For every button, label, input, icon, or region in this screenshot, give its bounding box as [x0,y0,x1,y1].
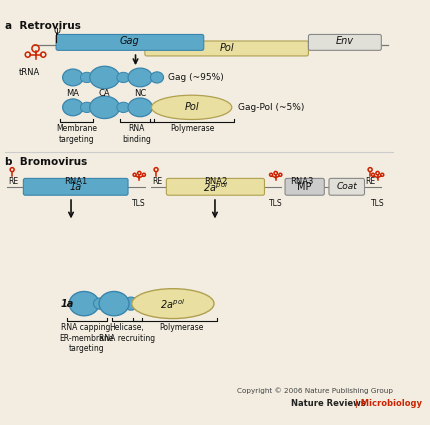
Text: RE: RE [9,176,18,186]
Text: Copyright © 2006 Nature Publishing Group: Copyright © 2006 Nature Publishing Group [237,388,393,394]
Ellipse shape [128,98,152,117]
Text: a  Retrovirus: a Retrovirus [5,21,80,31]
Text: NC: NC [134,89,146,98]
Ellipse shape [69,292,99,316]
Text: 2$a^{pol}$: 2$a^{pol}$ [160,297,185,311]
Text: Coat: Coat [336,182,357,191]
Text: RNA2: RNA2 [204,176,227,186]
Text: 1a: 1a [61,299,74,309]
Text: Helicase,
RNA recruiting: Helicase, RNA recruiting [99,323,155,343]
Ellipse shape [150,72,163,83]
Text: Pol: Pol [219,43,234,54]
Text: 1a: 1a [70,182,82,192]
FancyBboxPatch shape [166,178,264,195]
Text: Membrane
targeting: Membrane targeting [56,124,97,144]
Text: Gag (~95%): Gag (~95%) [168,73,224,82]
Text: Pol: Pol [184,102,199,112]
Ellipse shape [63,69,83,86]
Ellipse shape [90,96,120,119]
Text: RE: RE [366,176,375,186]
Ellipse shape [63,99,83,116]
Ellipse shape [90,66,120,89]
Ellipse shape [117,72,130,82]
Text: MP: MP [298,182,312,192]
Text: Gag-Pol (~5%): Gag-Pol (~5%) [238,103,305,112]
Text: tRNA: tRNA [18,68,40,77]
FancyBboxPatch shape [308,34,381,50]
Text: Gag: Gag [120,37,140,46]
Ellipse shape [80,72,93,82]
Text: b  Bromovirus: b Bromovirus [5,157,87,167]
Text: RE: RE [152,176,163,186]
Text: Ψ: Ψ [53,28,60,37]
Ellipse shape [123,297,138,310]
FancyBboxPatch shape [23,178,128,195]
Ellipse shape [151,95,232,119]
Text: Nature Reviews: Nature Reviews [291,399,366,408]
Text: RNA3: RNA3 [290,176,313,186]
Text: MA: MA [66,89,80,98]
Text: TLS: TLS [132,199,146,208]
Text: 2$a^{pol}$: 2$a^{pol}$ [203,180,228,194]
Text: TLS: TLS [371,199,384,208]
FancyBboxPatch shape [329,178,365,195]
Ellipse shape [117,102,130,113]
Text: TLS: TLS [269,199,283,208]
Text: | Microbiology: | Microbiology [352,399,422,408]
FancyBboxPatch shape [56,34,204,50]
Text: RNA1: RNA1 [64,176,87,186]
Text: Env: Env [336,37,354,46]
Ellipse shape [93,298,107,309]
Text: Polymerase: Polymerase [159,323,203,332]
Text: RNA
binding: RNA binding [122,124,151,144]
Ellipse shape [99,292,129,316]
Ellipse shape [80,102,93,113]
Ellipse shape [128,68,152,87]
FancyBboxPatch shape [285,178,324,195]
Text: Polymerase: Polymerase [170,124,215,133]
Text: CA: CA [99,89,111,98]
Text: RNA capping,
ER-membrane
targeting: RNA capping, ER-membrane targeting [60,323,114,353]
Ellipse shape [132,289,214,319]
FancyBboxPatch shape [145,41,308,56]
